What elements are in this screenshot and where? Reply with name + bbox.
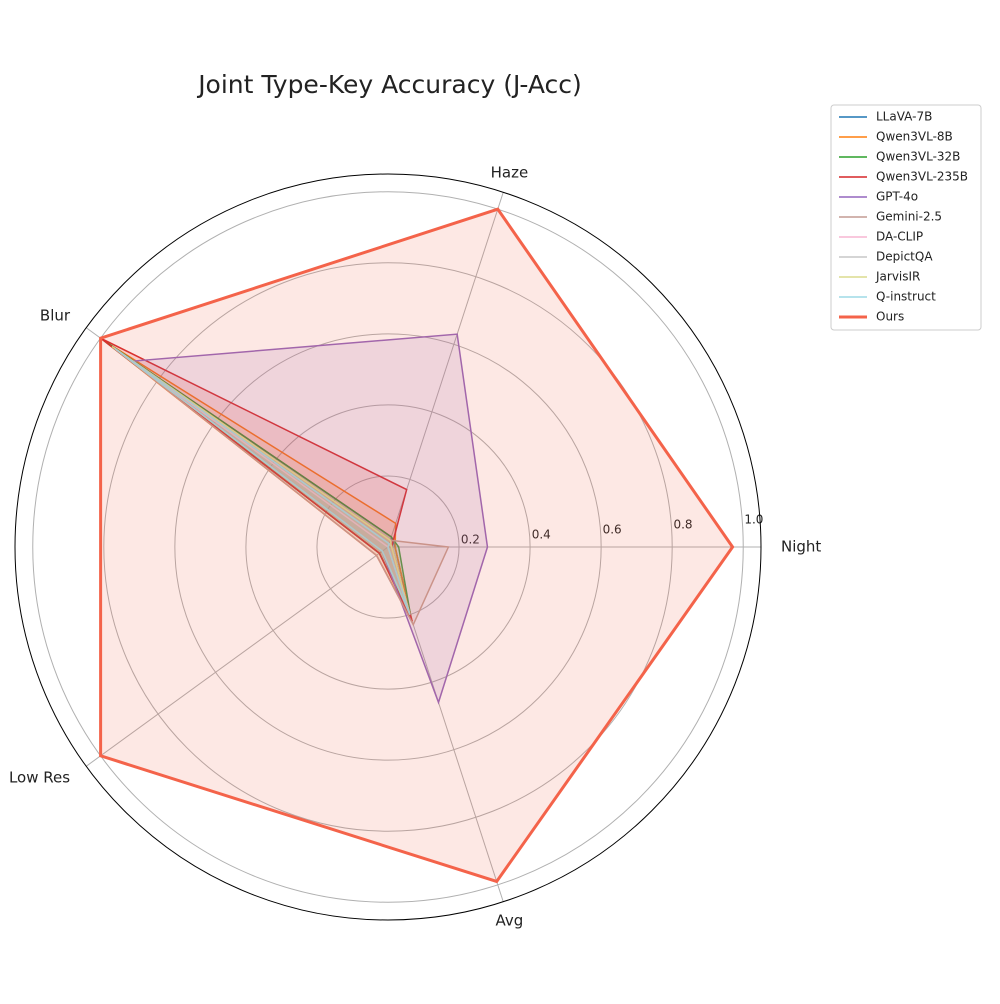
- series-line: [99, 207, 735, 884]
- r-tick-label: 0.4: [532, 528, 551, 542]
- category-label: Night: [781, 538, 821, 556]
- r-tick-label: 0.6: [603, 523, 622, 537]
- legend-label: Qwen3VL-235B: [876, 170, 968, 184]
- legend-label: Gemini-2.5: [876, 210, 942, 224]
- legend-label: Qwen3VL-8B: [876, 130, 953, 144]
- category-label: Low Res: [9, 768, 70, 786]
- spoke: [387, 192, 504, 548]
- series-line: [111, 345, 450, 627]
- legend-box: [830, 104, 982, 331]
- legend-label: Q-instruct: [876, 290, 936, 304]
- legend-label: LLaVA-7B: [876, 110, 932, 124]
- outer-frame: [14, 173, 762, 921]
- series-area: [112, 346, 449, 625]
- chart-title: Joint Type-Key Accuracy (J-Acc): [196, 70, 582, 99]
- category-label: Blur: [40, 307, 71, 325]
- series-area: [100, 209, 733, 882]
- legend-label: DepictQA: [876, 250, 933, 264]
- legend-label: DA-CLIP: [876, 230, 923, 244]
- r-tick-label: 1.0: [744, 513, 763, 527]
- legend-label: Ours: [876, 310, 904, 324]
- spoke: [85, 546, 389, 767]
- r-tick-label: 0.8: [673, 518, 692, 532]
- series-area: [100, 338, 413, 622]
- legend-label: GPT-4o: [876, 190, 918, 204]
- legend-label: Qwen3VL-32B: [876, 150, 960, 164]
- category-label: Avg: [496, 911, 524, 929]
- legend-label: JarvisIR: [875, 270, 920, 284]
- r-tick-label: 0.2: [461, 533, 480, 547]
- series-line: [114, 348, 411, 615]
- category-label: Haze: [491, 164, 529, 182]
